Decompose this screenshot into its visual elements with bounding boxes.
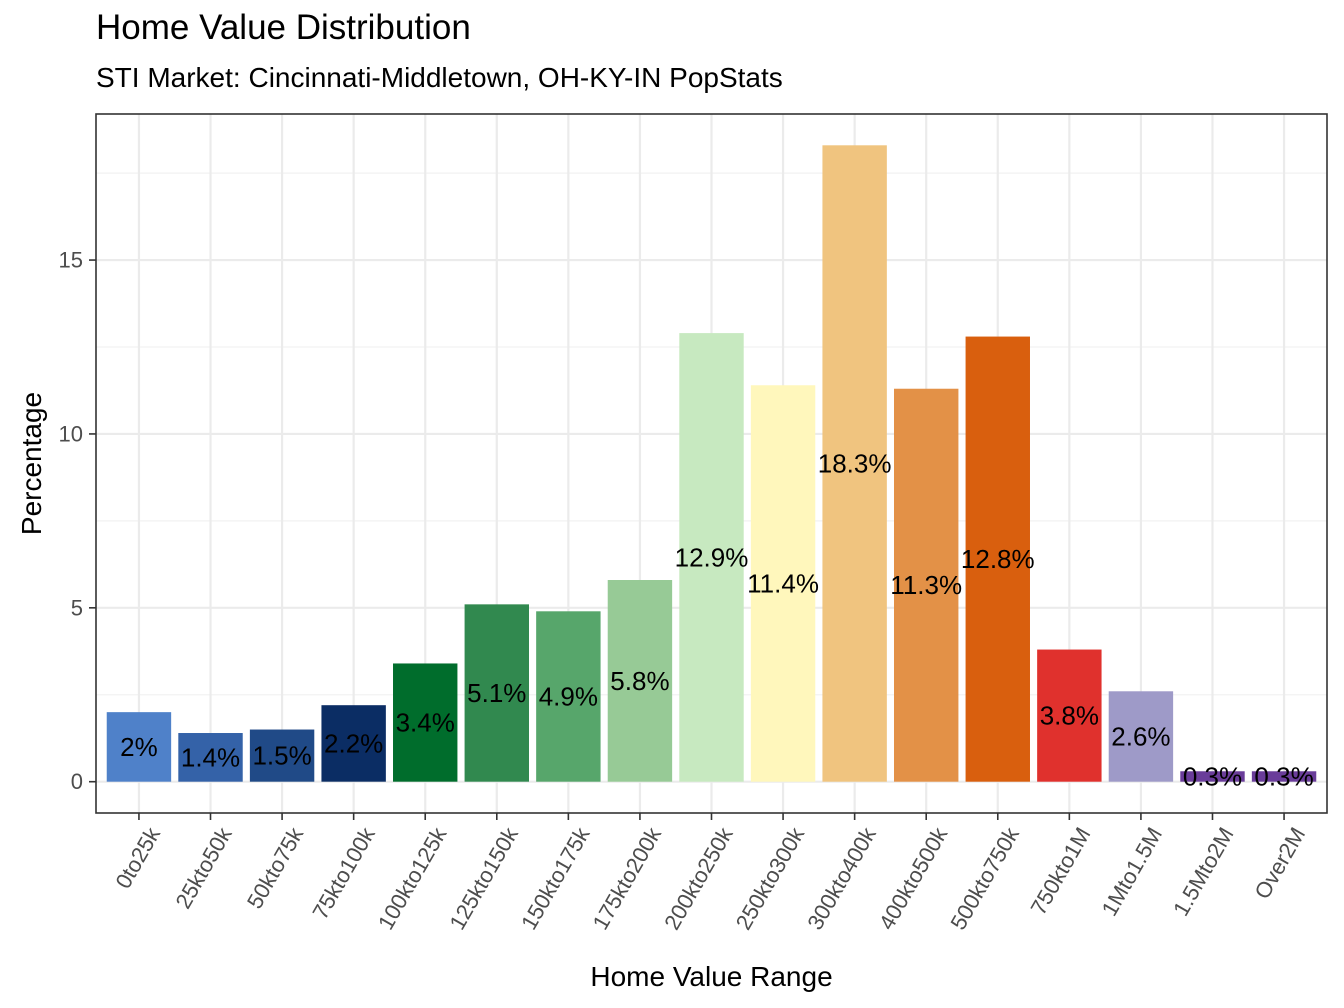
bar-label: 0.3% bbox=[1183, 761, 1242, 791]
bar-label: 5.8% bbox=[610, 666, 669, 696]
bar-125kto150k bbox=[464, 604, 529, 782]
bar-150kto175k bbox=[536, 611, 601, 782]
bar-label: 2% bbox=[120, 732, 158, 762]
bar-100kto125k bbox=[393, 663, 458, 782]
bar-175kto200k bbox=[607, 580, 673, 782]
y-tick-label: 0 bbox=[71, 769, 83, 794]
x-tick-label: 1Mto1.5M bbox=[1097, 823, 1168, 920]
x-tick-label: 25kto50k bbox=[170, 822, 237, 913]
x-tick-label: 175kto200k bbox=[588, 822, 667, 934]
x-tick-label: 200kto250k bbox=[659, 822, 738, 934]
bar-Over2M bbox=[1251, 771, 1317, 782]
bar-label: 2.6% bbox=[1111, 721, 1170, 751]
y-axis-title: Percentage bbox=[16, 392, 47, 535]
bar-0to25k bbox=[106, 712, 172, 782]
bar-label: 0.3% bbox=[1254, 761, 1313, 791]
bar-750kto1M bbox=[1037, 649, 1102, 782]
chart-subtitle: STI Market: Cincinnati-Middletown, OH-KY… bbox=[96, 62, 783, 93]
bar-label: 11.4% bbox=[747, 568, 819, 598]
bar-400kto500k bbox=[894, 388, 959, 782]
bar-label: 12.9% bbox=[675, 542, 749, 572]
x-axis-title: Home Value Range bbox=[590, 961, 832, 992]
bar-label: 4.9% bbox=[539, 682, 598, 712]
bar-label: 1.5% bbox=[252, 741, 311, 771]
bar-label: 12.8% bbox=[961, 544, 1035, 574]
bar-250kto300k bbox=[750, 385, 816, 782]
y-axis: 0 5 10 15 bbox=[59, 248, 96, 794]
x-tick-label: 100kto125k bbox=[373, 822, 452, 934]
bar-label: 2.2% bbox=[324, 728, 383, 758]
bar-200kto250k bbox=[679, 333, 744, 782]
bar-label: 3.4% bbox=[396, 708, 455, 738]
bar-50kto75k bbox=[249, 729, 315, 782]
x-tick-label: 400kto500k bbox=[874, 822, 953, 934]
y-tick-label: 15 bbox=[59, 248, 83, 273]
chart-title: Home Value Distribution bbox=[96, 8, 471, 47]
bar-500kto750k bbox=[965, 336, 1030, 782]
x-tick-label: 1.5Mto2M bbox=[1168, 823, 1239, 920]
x-tick-label: 300kto400k bbox=[802, 822, 881, 934]
x-tick-label: 75kto100k bbox=[307, 822, 380, 923]
bars bbox=[106, 145, 1317, 782]
x-tick-label: 500kto750k bbox=[945, 822, 1024, 934]
bar-label: 5.1% bbox=[467, 678, 526, 708]
bar-labels: 2% 1.4% 1.5% 2.2% 3.4% 5.1% 4.9% 5.8% 12.9%11.4%… bbox=[120, 449, 1314, 792]
x-tick-label: 125kto150k bbox=[444, 822, 523, 934]
bar-1.5Mto2M bbox=[1180, 771, 1245, 782]
bar-25kto50k bbox=[178, 733, 243, 782]
bar-75kto100k bbox=[321, 705, 386, 782]
bar-1Mto1.5M bbox=[1108, 691, 1174, 782]
x-tick-label: 150kto175k bbox=[516, 822, 595, 934]
bar-300kto400k bbox=[822, 145, 887, 782]
bar-label: 1.4% bbox=[181, 742, 240, 772]
x-tick-label: 0to25k bbox=[110, 822, 165, 893]
x-tick-label: 250kto300k bbox=[731, 822, 810, 934]
bar-label: 3.8% bbox=[1040, 701, 1099, 731]
bar-label: 18.3% bbox=[818, 449, 892, 479]
x-tick-label: 750kto1M bbox=[1026, 823, 1096, 919]
x-tick-label: 50kto75k bbox=[242, 822, 309, 913]
x-axis: 0to25k 25kto50k 50kto75k 75kto100k100kto125… bbox=[110, 813, 1310, 934]
y-tick-label: 10 bbox=[59, 421, 83, 446]
x-tick-label: Over2M bbox=[1249, 823, 1310, 903]
bar-label: 11.3% bbox=[890, 570, 962, 600]
y-tick-label: 5 bbox=[71, 595, 83, 620]
